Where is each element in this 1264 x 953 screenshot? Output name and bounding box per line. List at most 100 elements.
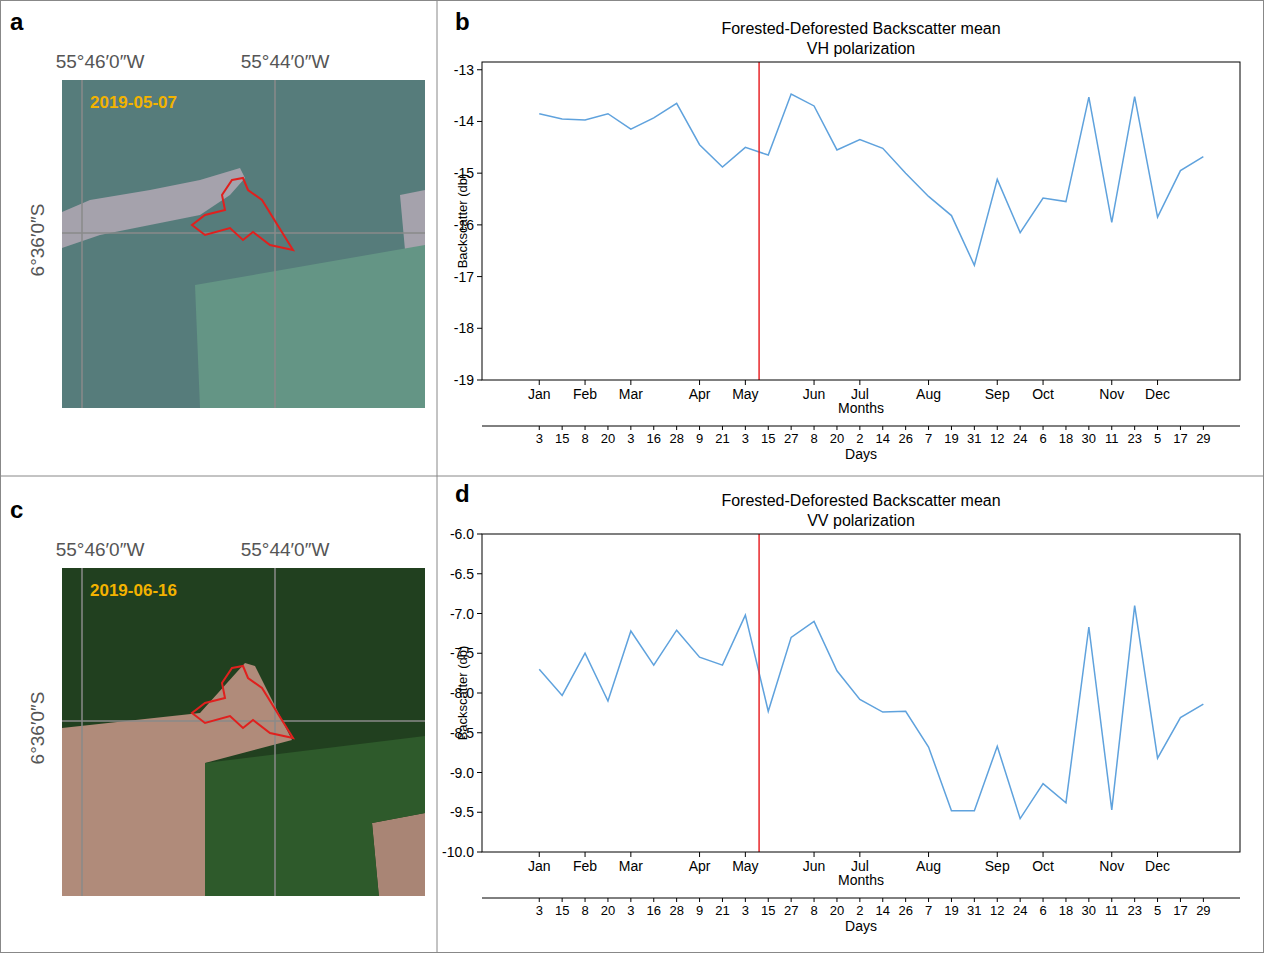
chart-subtitle: VH polarization [807, 40, 916, 57]
x-tick [699, 380, 700, 385]
y-tick-label: -9.5 [450, 804, 474, 820]
y-tick [477, 328, 482, 329]
day-tick [1020, 426, 1021, 430]
x-tick-label: Mar [619, 858, 643, 874]
x-tick [1111, 852, 1112, 857]
y-tick-label: -13 [454, 62, 474, 78]
x-tick [1111, 380, 1112, 385]
day-tick [997, 426, 998, 430]
day-tick-label: 8 [581, 431, 588, 446]
graticule [81, 80, 83, 408]
day-tick [1065, 426, 1066, 430]
y-tick-label: -7.0 [450, 606, 474, 622]
x-tick-label: Feb [573, 858, 597, 874]
day-tick [1043, 898, 1044, 902]
day-tick [951, 426, 952, 430]
day-tick [653, 898, 654, 902]
day-tick-label: 7 [925, 431, 932, 446]
x-tick [1043, 852, 1044, 857]
day-tick-label: 27 [784, 903, 798, 918]
y-tick [477, 852, 482, 853]
y-tick-label: -9.0 [450, 765, 474, 781]
day-tick [1020, 898, 1021, 902]
y-tick [477, 173, 482, 174]
day-tick-label: 15 [761, 431, 775, 446]
day-tick-label: 19 [944, 431, 958, 446]
x-tick-label: Nov [1099, 858, 1124, 874]
x-tick-label: Nov [1099, 386, 1124, 402]
y-tick [477, 812, 482, 813]
x-tick-label: Dec [1145, 858, 1170, 874]
day-tick-label: 2 [856, 431, 863, 446]
day-tick-label: 20 [601, 431, 615, 446]
day-tick [1180, 898, 1181, 902]
x-tick [997, 852, 998, 857]
x-tick [539, 380, 540, 385]
x-tick [585, 852, 586, 857]
figure-border [1, 1, 1264, 953]
day-tick [768, 426, 769, 430]
y-tick [477, 69, 482, 70]
day-tick-label: 26 [898, 903, 912, 918]
longitude-label: 55°46′0″W [56, 539, 145, 560]
y-tick [477, 732, 482, 733]
day-tick [1088, 898, 1089, 902]
day-tick [791, 426, 792, 430]
day-tick [928, 898, 929, 902]
day-tick-label: 8 [810, 431, 817, 446]
x-tick-label: Dec [1145, 386, 1170, 402]
day-tick-label: 3 [742, 431, 749, 446]
day-tick-label: 30 [1082, 903, 1096, 918]
x-tick-label: Oct [1032, 858, 1054, 874]
x-tick [1043, 380, 1044, 385]
backscatter-line [539, 94, 1203, 265]
day-tick [859, 426, 860, 430]
day-tick-label: 3 [627, 903, 634, 918]
satellite-image [62, 568, 425, 896]
x-tick [928, 380, 929, 385]
x-tick-label: May [732, 386, 758, 402]
haze [62, 80, 425, 408]
x-tick-label: Aug [916, 386, 941, 402]
day-tick-label: 12 [990, 431, 1004, 446]
day-tick-label: 23 [1127, 903, 1141, 918]
x-tick [859, 852, 860, 857]
graticule [62, 720, 425, 722]
deforestation-polygon [192, 666, 293, 738]
image-date: 2019-06-16 [90, 581, 177, 600]
day-tick [630, 898, 631, 902]
x-tick [699, 852, 700, 857]
day-tick [905, 898, 906, 902]
day-tick [722, 426, 723, 430]
day-tick-label: 3 [742, 903, 749, 918]
day-tick [905, 426, 906, 430]
day-tick [745, 898, 746, 902]
x-tick [630, 852, 631, 857]
panel-letter: b [455, 8, 470, 35]
longitude-label: 55°44′0″W [241, 539, 330, 560]
day-tick [745, 426, 746, 430]
y-axis-title: Backscatter (db) [455, 646, 470, 741]
day-tick [676, 426, 677, 430]
x-tick-label: Apr [689, 858, 711, 874]
day-tick [630, 426, 631, 430]
day-tick-label: 5 [1154, 431, 1161, 446]
x-tick [859, 380, 860, 385]
day-tick-label: 17 [1173, 431, 1187, 446]
day-tick-label: 6 [1039, 431, 1046, 446]
plot-area [539, 534, 1203, 852]
day-tick [1157, 898, 1158, 902]
day-tick-label: 16 [647, 431, 661, 446]
x-tick-label: Oct [1032, 386, 1054, 402]
day-tick [814, 426, 815, 430]
plot-frame [482, 534, 1240, 852]
x-tick-label: Sep [985, 858, 1010, 874]
y-tick-label: -19 [454, 372, 474, 388]
day-tick [539, 426, 540, 430]
day-tick-label: 20 [830, 903, 844, 918]
x2-axis-title: Days [845, 918, 877, 934]
day-tick-label: 3 [536, 903, 543, 918]
day-tick [699, 426, 700, 430]
day-tick-label: 28 [669, 431, 683, 446]
x-tick [1157, 380, 1158, 385]
